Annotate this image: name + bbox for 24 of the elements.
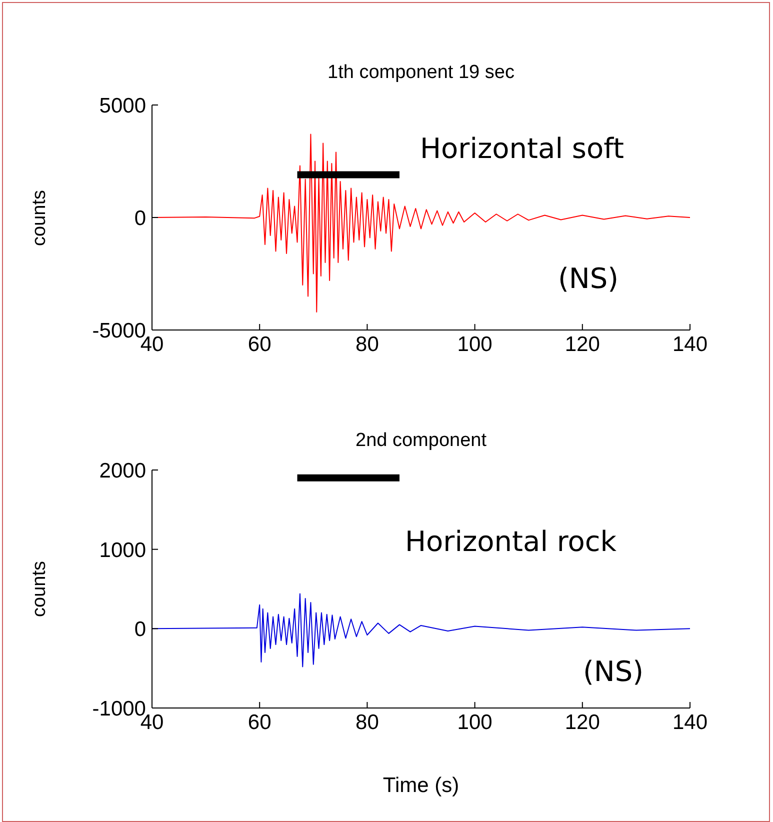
- y-tick-label: 2000: [99, 459, 146, 482]
- x-tick-label: 100: [457, 710, 492, 734]
- x-axis-title: Time (s): [382, 774, 460, 797]
- x-tick-label: 140: [672, 332, 708, 356]
- y-tick-label: 0: [134, 618, 146, 642]
- annotation: (NS): [583, 655, 644, 688]
- x-tick-label: 80: [356, 332, 379, 356]
- x-tick-label: 100: [457, 332, 492, 356]
- x-tick-label: 60: [248, 332, 272, 356]
- x-tick-label: 120: [564, 332, 600, 356]
- x-tick-label: 140: [672, 710, 708, 734]
- annotation: (NS): [558, 262, 619, 295]
- y-tick-label: 1000: [99, 538, 146, 562]
- y-axis-title: counts: [29, 561, 51, 617]
- x-tick-label: 80: [356, 710, 379, 734]
- chart-title: 1th component 19 sec: [326, 62, 516, 84]
- annotation: Horizontal rock: [405, 525, 617, 558]
- y-axis-title: counts: [29, 190, 51, 246]
- y-tick-label: 0: [134, 206, 146, 230]
- x-tick-label: 60: [248, 710, 272, 734]
- y-tick-label: 5000: [99, 94, 146, 118]
- annotation: Horizontal soft: [420, 132, 624, 165]
- chart-title: 2nd component: [354, 430, 488, 452]
- x-tick-label: 120: [564, 710, 600, 734]
